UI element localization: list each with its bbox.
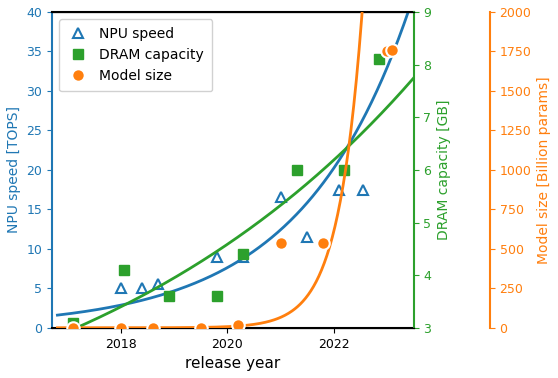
NPU speed [214,254,220,259]
Model size [383,49,390,54]
DRAM capacity [214,294,220,299]
NPU speed [360,187,367,192]
NPU speed [118,286,124,291]
DRAM capacity [294,167,300,172]
NPU speed [336,187,343,192]
Model size [235,323,242,328]
Y-axis label: DRAM capacity [GB]: DRAM capacity [GB] [437,100,451,240]
DRAM capacity [121,268,127,272]
NPU speed [139,286,146,291]
Line: Model size: Model size [67,43,398,334]
Model size [118,325,124,330]
DRAM capacity [166,294,172,299]
NPU speed [155,282,162,287]
DRAM capacity [376,57,382,62]
Legend: NPU speed, DRAM capacity, Model size: NPU speed, DRAM capacity, Model size [59,19,213,91]
Model size [389,48,396,52]
Model size [198,325,204,330]
Line: NPU speed: NPU speed [69,185,368,329]
NPU speed [304,235,311,239]
X-axis label: release year: release year [185,356,281,371]
Line: DRAM capacity: DRAM capacity [69,54,384,327]
NPU speed [240,254,247,259]
Model size [277,240,284,245]
Model size [150,325,156,330]
NPU speed [277,195,284,200]
DRAM capacity [240,252,247,256]
Y-axis label: Model size [Billion params]: Model size [Billion params] [537,76,551,264]
Model size [320,240,326,245]
NPU speed [70,322,76,326]
Model size [70,325,76,330]
Y-axis label: NPU speed [TOPS]: NPU speed [TOPS] [7,106,21,233]
DRAM capacity [341,167,348,172]
DRAM capacity [70,320,76,325]
